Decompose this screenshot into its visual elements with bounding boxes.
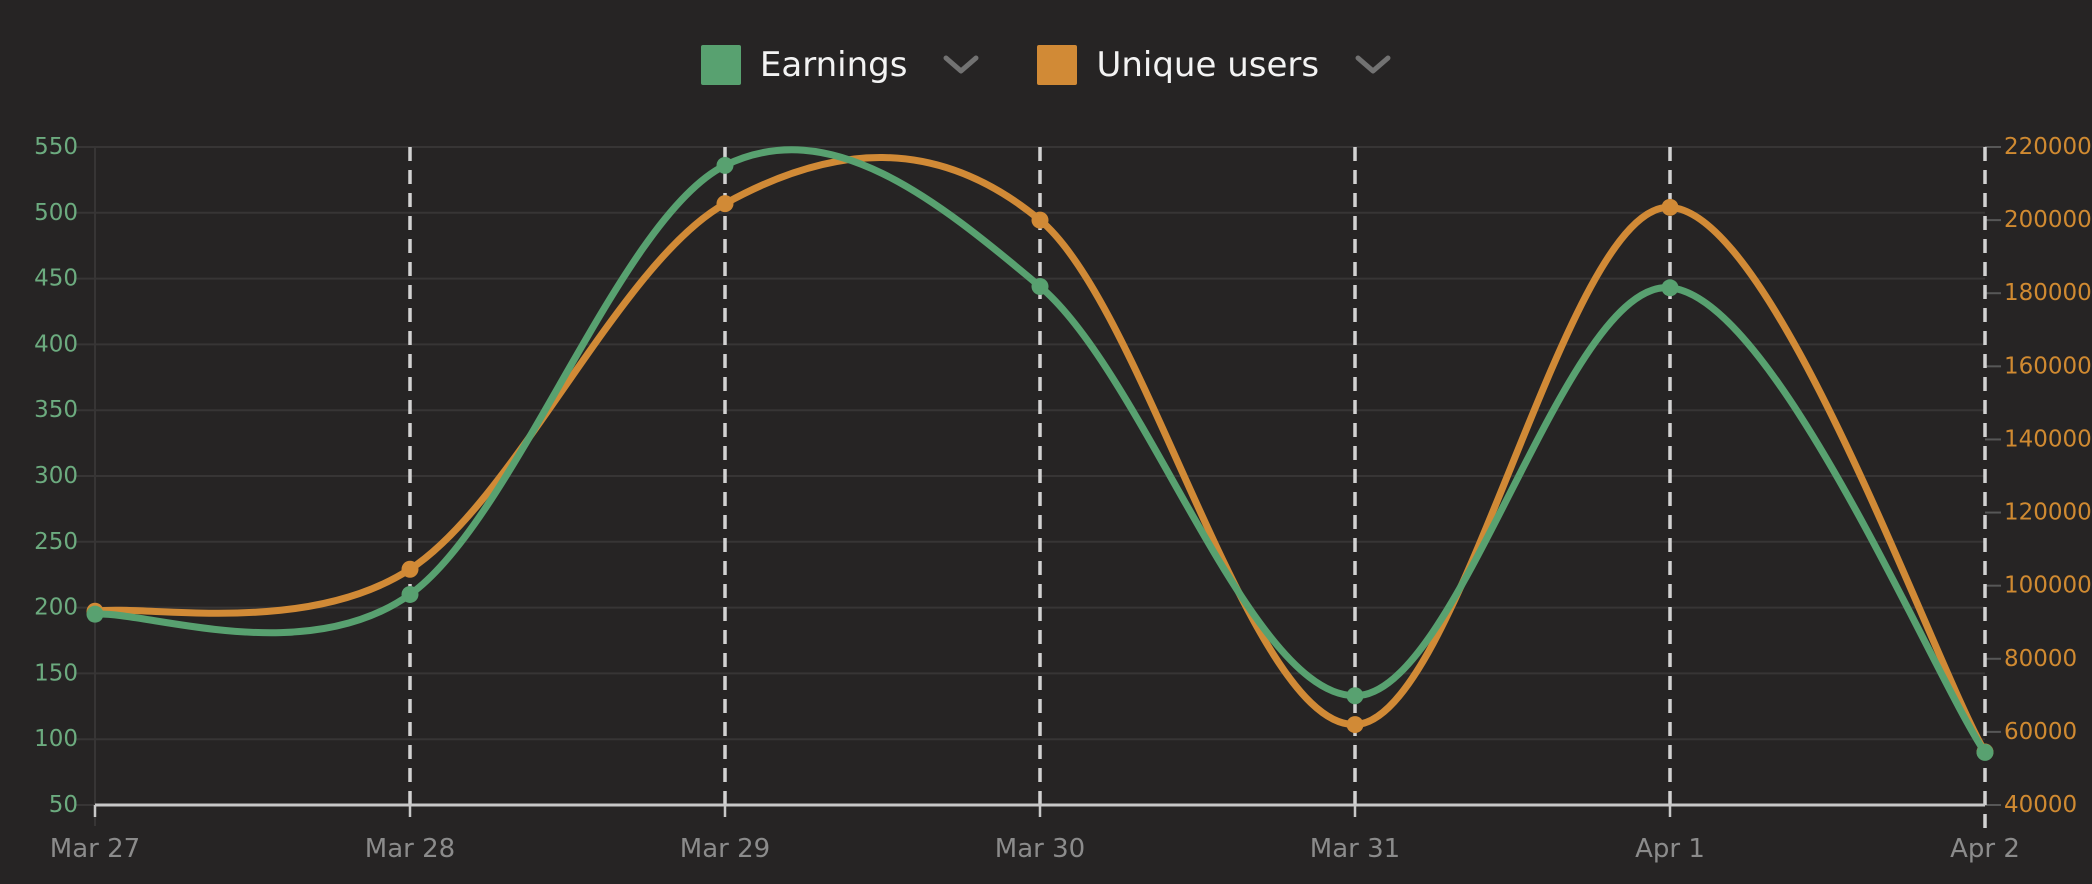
x-axis-tick-label: Mar 27: [50, 834, 140, 864]
left-axis-tick-label: 100: [34, 726, 78, 752]
left-axis-tick-label: 300: [34, 463, 78, 489]
left-axis-tick-label: 350: [34, 397, 78, 423]
right-axis-tick-label: 180000: [2004, 280, 2092, 306]
unique-users-swatch: [1037, 45, 1078, 85]
right-axis-tick-label: 220000: [2004, 134, 2092, 160]
left-axis-tick-label: 50: [49, 792, 78, 818]
data-point-earnings[interactable]: [1976, 743, 1994, 761]
chevron-down-icon[interactable]: [1355, 54, 1391, 76]
data-point-earnings[interactable]: [86, 605, 104, 623]
right-axis-tick-label: 100000: [2004, 573, 2092, 599]
chevron-down-icon[interactable]: [943, 54, 979, 76]
data-point-earnings[interactable]: [1346, 687, 1364, 705]
left-axis-tick-label: 200: [34, 595, 78, 621]
dashed-gridlines: [408, 147, 1987, 835]
x-axis-tick-label: Mar 30: [995, 834, 1085, 864]
right-axis-tick-label: 200000: [2004, 207, 2092, 233]
right-axis-tick-label: 160000: [2004, 353, 2092, 379]
right-axis-tick-label: 60000: [2004, 719, 2077, 745]
left-axis-tick-label: 250: [34, 529, 78, 555]
chart-legend: Earnings Unique users: [0, 44, 2092, 86]
left-axis-tick-label: 400: [34, 331, 78, 357]
x-axis-tick-label: Apr 2: [1950, 834, 2020, 864]
series-earnings: [86, 146, 1994, 761]
data-point-earnings[interactable]: [1661, 279, 1679, 297]
data-point-unique-users[interactable]: [1346, 716, 1364, 734]
right-axis-tick-label: 40000: [2004, 792, 2077, 818]
data-point-earnings[interactable]: [401, 585, 419, 603]
x-axis: [93, 803, 1985, 817]
left-axis-tick-label: 150: [34, 660, 78, 686]
left-axis-tick-label: 450: [34, 266, 78, 292]
legend-item-unique-users[interactable]: Unique users: [1037, 45, 1391, 85]
data-point-unique-users[interactable]: [716, 195, 734, 213]
data-point-unique-users[interactable]: [1661, 198, 1679, 216]
legend-item-earnings[interactable]: Earnings: [700, 45, 980, 85]
data-point-unique-users[interactable]: [401, 560, 419, 578]
x-axis-tick-label: Apr 1: [1635, 834, 1705, 864]
data-point-earnings[interactable]: [716, 156, 734, 174]
data-point-unique-users[interactable]: [1031, 211, 1049, 229]
right-axis-tick-label: 80000: [2004, 646, 2077, 672]
gridlines: [75, 146, 2001, 826]
legend-label-earnings: Earnings: [759, 45, 908, 85]
x-axis-tick-label: Mar 28: [365, 834, 455, 864]
x-axis-tick-label: Mar 29: [680, 834, 770, 864]
legend-label-unique-users: Unique users: [1096, 45, 1320, 85]
earnings-swatch: [700, 45, 741, 85]
left-axis-tick-label: 550: [34, 134, 78, 160]
data-point-earnings[interactable]: [1031, 277, 1049, 295]
axis-labels: 50 100 150 200 250 300 350 400 450 500 550 40000 600…: [34, 134, 2092, 864]
left-axis-tick-label: 500: [34, 200, 78, 226]
right-axis-tick-label: 140000: [2004, 426, 2092, 452]
right-axis-tick-label: 120000: [2004, 500, 2092, 526]
x-axis-tick-label: Mar 31: [1310, 834, 1400, 864]
